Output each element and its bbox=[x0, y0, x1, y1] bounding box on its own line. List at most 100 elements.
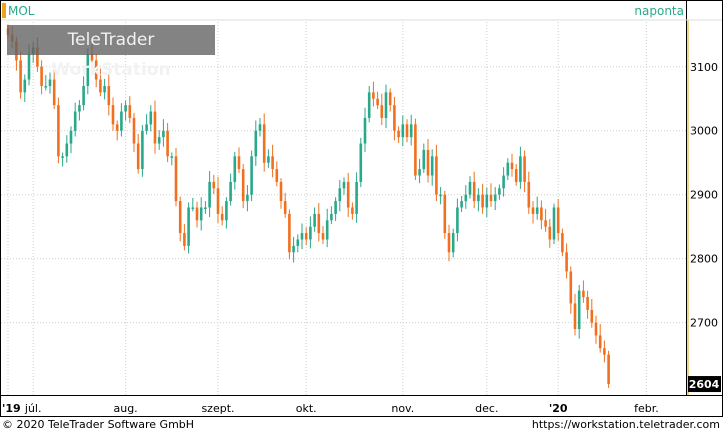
candle bbox=[40, 60, 43, 95]
candle-body bbox=[376, 98, 379, 106]
candle-body bbox=[502, 175, 505, 189]
candle bbox=[73, 102, 77, 137]
candle bbox=[262, 113, 266, 172]
candle-body bbox=[149, 111, 153, 125]
candle-body bbox=[393, 105, 396, 131]
candle bbox=[313, 207, 316, 232]
candle-body bbox=[199, 207, 203, 221]
candle-body bbox=[136, 143, 140, 170]
candle bbox=[82, 76, 85, 111]
candle bbox=[78, 100, 81, 121]
candle bbox=[271, 144, 274, 178]
candle-body bbox=[443, 194, 447, 234]
candle bbox=[195, 201, 199, 228]
candle bbox=[149, 105, 153, 132]
candle-body bbox=[78, 105, 81, 112]
candle-body bbox=[288, 213, 291, 253]
candle bbox=[233, 151, 237, 190]
candle bbox=[376, 91, 379, 109]
candle bbox=[590, 298, 594, 328]
footer: © 2020 TeleTrader Software GmbH https://… bbox=[0, 417, 723, 434]
candle bbox=[170, 152, 174, 166]
candle-body bbox=[603, 348, 606, 355]
candle-body bbox=[111, 105, 115, 125]
candle bbox=[61, 152, 64, 167]
candle bbox=[464, 185, 468, 209]
candle bbox=[552, 203, 556, 244]
candle bbox=[309, 216, 312, 249]
source-link[interactable]: https://workstation.teletrader.com bbox=[531, 418, 720, 431]
candle bbox=[527, 171, 531, 214]
candle-body bbox=[65, 143, 69, 157]
candle-body bbox=[477, 194, 480, 202]
candle-body bbox=[19, 60, 22, 93]
candle-body bbox=[258, 124, 262, 131]
watermark-logo: TeleTrader WorkStation bbox=[7, 25, 215, 80]
candle bbox=[216, 176, 220, 223]
candle-body bbox=[388, 92, 392, 106]
candle bbox=[472, 171, 476, 209]
candle-body bbox=[183, 233, 186, 246]
candle bbox=[141, 124, 144, 177]
candle-body bbox=[271, 156, 274, 170]
candle-body bbox=[187, 207, 190, 246]
candle bbox=[229, 173, 232, 206]
watermark-regular: TeleTrader bbox=[67, 30, 155, 50]
candle bbox=[120, 103, 123, 137]
period-label[interactable]: naponta bbox=[634, 4, 684, 18]
candle-body bbox=[309, 226, 312, 240]
candle-body bbox=[69, 130, 73, 144]
candle bbox=[86, 48, 90, 95]
candle-body bbox=[296, 239, 300, 246]
candle-body bbox=[535, 207, 539, 214]
candle-body bbox=[208, 181, 211, 208]
candle-body bbox=[607, 354, 610, 385]
candle-body bbox=[86, 53, 90, 86]
candle bbox=[334, 197, 337, 221]
symbol-label[interactable]: MOL bbox=[8, 4, 35, 18]
candle-body bbox=[372, 92, 375, 99]
candle-body bbox=[351, 207, 354, 214]
candle bbox=[477, 188, 480, 212]
symbol-color-marker bbox=[2, 3, 6, 18]
y-tick-label: 2900 bbox=[690, 189, 718, 202]
candle-body bbox=[292, 245, 295, 253]
candle bbox=[275, 161, 279, 187]
x-tick-label: '19 bbox=[2, 402, 21, 415]
x-tick-label: okt. bbox=[296, 402, 317, 415]
candle bbox=[565, 243, 568, 279]
candle-body bbox=[229, 181, 232, 202]
candle bbox=[65, 135, 69, 163]
candle-body bbox=[157, 137, 161, 144]
candle bbox=[103, 78, 106, 100]
candle-body bbox=[426, 149, 430, 176]
y-tick-label: 2700 bbox=[690, 317, 718, 330]
candle bbox=[502, 167, 505, 197]
candle bbox=[44, 75, 48, 91]
candle bbox=[267, 149, 270, 168]
candle bbox=[246, 185, 249, 212]
candle-body bbox=[321, 233, 325, 240]
candle bbox=[153, 100, 157, 154]
candle-body bbox=[460, 201, 463, 208]
x-tick-label: aug. bbox=[113, 402, 137, 415]
candle bbox=[607, 350, 610, 388]
candle-body bbox=[577, 290, 581, 330]
candle bbox=[52, 68, 56, 109]
candle bbox=[23, 74, 27, 102]
candle-body bbox=[191, 207, 195, 209]
candle bbox=[115, 120, 119, 141]
candle bbox=[330, 206, 333, 225]
candle bbox=[220, 206, 224, 226]
candle-body bbox=[27, 53, 31, 80]
x-tick-label: szept. bbox=[201, 402, 234, 415]
candle-body bbox=[40, 66, 43, 86]
candle-body bbox=[225, 201, 228, 221]
candle-body bbox=[447, 233, 451, 253]
candle-body bbox=[204, 207, 207, 209]
candle-body bbox=[304, 233, 308, 240]
candle-body bbox=[514, 169, 518, 182]
candle bbox=[519, 146, 522, 189]
candle bbox=[506, 158, 510, 180]
candle-body bbox=[439, 194, 442, 197]
